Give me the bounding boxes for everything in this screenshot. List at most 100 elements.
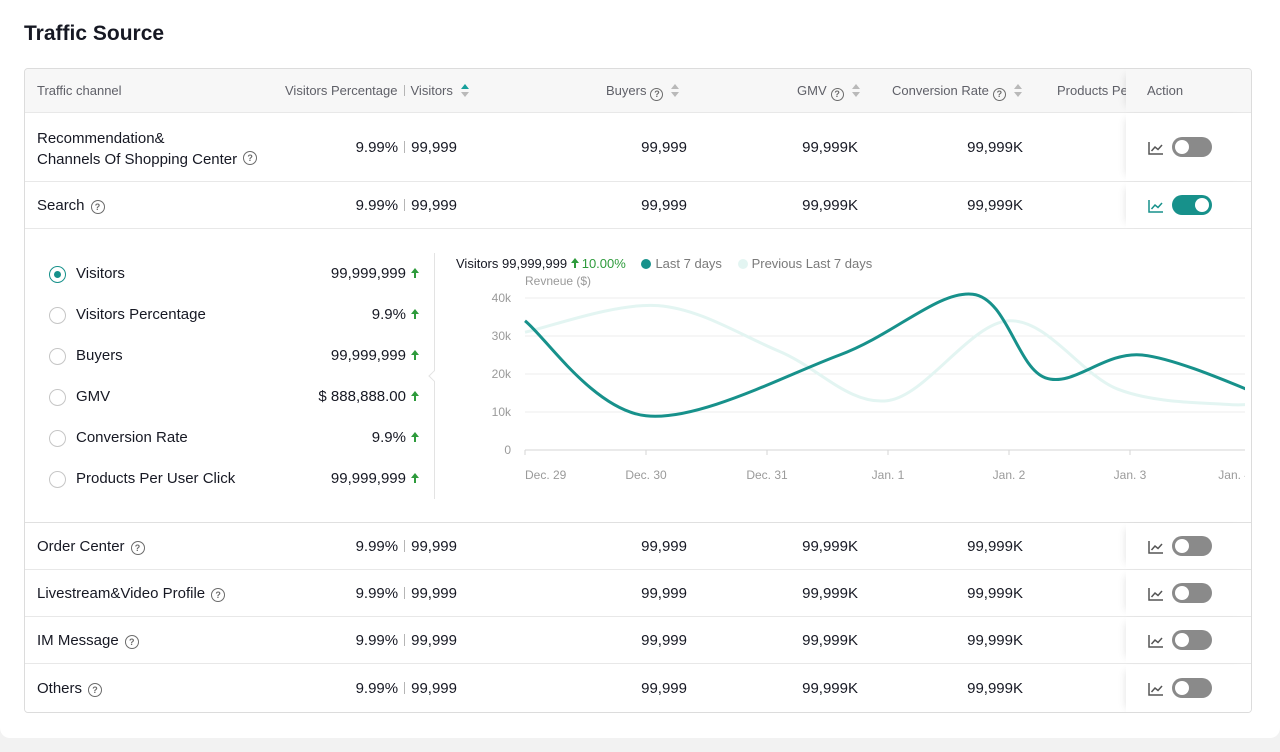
metric-radio[interactable] — [49, 307, 66, 324]
legend-metric-name: Visitors — [456, 256, 499, 271]
help-icon[interactable]: ? — [650, 88, 664, 101]
gmv-value: 99,999K — [802, 197, 858, 214]
legend-metric-value: 99,999,999 — [502, 256, 568, 271]
metric-value-text: $ 888,888.00 — [318, 388, 406, 405]
sort-icon[interactable] — [460, 84, 469, 98]
col-products-per[interactable]: Products Pe — [1057, 83, 1128, 98]
help-icon[interactable]: ? — [211, 588, 226, 602]
traffic-table: Traffic channel Visitors Percentage Visit… — [24, 68, 1252, 713]
channel-name: Order Center? — [37, 538, 145, 555]
line-chart-icon[interactable] — [1148, 199, 1164, 213]
x-tick-label: Jan. 4 — [1218, 468, 1245, 482]
conversion-rate-value: 99,999K — [967, 538, 1023, 555]
help-icon[interactable]: ? — [88, 683, 103, 697]
channel-name: Search? — [37, 197, 105, 214]
metric-option[interactable]: Visitors 99,999,999 — [49, 262, 419, 286]
x-tick-label: Jan. 2 — [993, 468, 1026, 482]
channel-name: Recommendation& Channels Of Shopping Cen… — [37, 128, 258, 170]
visitors-value: 99,999 — [411, 538, 457, 555]
line-chart-icon[interactable] — [1148, 682, 1164, 696]
visitors-cell: 9.99% 99,999 — [325, 632, 457, 649]
visitors-percentage-value: 9.99% — [355, 538, 399, 555]
chart-toggle[interactable] — [1172, 137, 1212, 157]
sort-icon[interactable] — [1013, 84, 1022, 98]
arrow-up-icon — [411, 473, 419, 483]
line-chart-icon[interactable] — [1148, 587, 1164, 601]
metric-option[interactable]: Conversion Rate 9.9% — [49, 426, 419, 450]
col-traffic-channel: Traffic channel — [37, 83, 122, 98]
table-row[interactable]: Order Center? 9.99% 99,999 99,999 99,999K 99,… — [25, 523, 1251, 570]
arrow-up-icon — [411, 309, 419, 319]
line-chart-icon[interactable] — [1148, 141, 1164, 155]
metric-option[interactable]: Visitors Percentage 9.9% — [49, 303, 419, 327]
toggle-knob — [1175, 633, 1189, 647]
visitors-cell: 9.99% 99,999 — [325, 680, 457, 697]
help-icon[interactable]: ? — [992, 88, 1006, 101]
legend-change-value: 10.00% — [581, 256, 626, 271]
chart-toggle[interactable] — [1172, 536, 1212, 556]
arrow-up-icon — [411, 391, 419, 401]
toggle-knob — [1175, 681, 1189, 695]
metric-label: Products Per User Click — [76, 470, 236, 487]
col-buyers[interactable]: Buyers? — [606, 69, 680, 113]
table-row[interactable]: Others? 9.99% 99,999 99,999 99,999K 99,999K — [25, 665, 1251, 712]
legend-series-previous[interactable]: Previous Last 7 days — [751, 256, 873, 271]
metric-option[interactable]: Products Per User Click 99,999,999 — [49, 467, 419, 491]
col-visitors-label: Visitors — [410, 83, 453, 98]
chart-toggle[interactable] — [1172, 630, 1212, 650]
metric-value: 99,999,999 — [331, 265, 419, 282]
metric-label: Visitors Percentage — [76, 306, 206, 323]
help-icon[interactable]: ? — [90, 200, 105, 214]
legend-series-current[interactable]: Last 7 days — [655, 256, 722, 271]
conversion-rate-value: 99,999K — [967, 139, 1023, 156]
sort-icon[interactable] — [851, 84, 860, 98]
metric-radio[interactable] — [49, 389, 66, 406]
table-row[interactable]: Search? 9.99% 99,999 99,999 99,999K 99,99… — [25, 182, 1251, 229]
y-tick-label: 30k — [492, 329, 512, 343]
line-chart-icon[interactable] — [1148, 540, 1164, 554]
visitors-percentage-value: 9.99% — [355, 139, 399, 156]
metric-radio[interactable] — [49, 266, 66, 283]
page-title: Traffic Source — [24, 22, 165, 45]
metric-value-text: 9.9% — [371, 306, 406, 323]
chart-toggle[interactable] — [1172, 195, 1212, 215]
chart-legend: Visitors 99,999,999 10.00% Last 7 days P… — [456, 256, 872, 271]
toggle-knob — [1175, 539, 1189, 553]
visitors-cell: 9.99% 99,999 — [325, 139, 457, 156]
metric-value-text: 99,999,999 — [330, 470, 406, 487]
metric-radio[interactable] — [49, 348, 66, 365]
col-gmv[interactable]: GMV? — [797, 69, 860, 113]
metric-value-text: 99,999,999 — [330, 347, 406, 364]
col-conversion-rate[interactable]: Conversion Rate? — [892, 69, 1022, 113]
help-icon[interactable]: ? — [130, 541, 145, 555]
metric-option[interactable]: GMV $ 888,888.00 — [49, 385, 419, 409]
sort-icon[interactable] — [671, 84, 680, 98]
channel-name-label: Others — [37, 680, 83, 697]
legend-dot-current — [641, 259, 652, 269]
y-tick-label: 40k — [492, 291, 512, 305]
row-actions — [1126, 113, 1251, 181]
cell-divider — [404, 141, 406, 153]
metric-label: Buyers — [76, 347, 123, 364]
help-icon[interactable]: ? — [124, 635, 139, 649]
line-chart-icon[interactable] — [1148, 634, 1164, 648]
cell-divider — [404, 199, 406, 211]
col-visitors-percentage[interactable]: Visitors Percentage Visitors — [285, 69, 469, 113]
help-icon[interactable]: ? — [830, 88, 844, 101]
help-icon[interactable]: ? — [243, 151, 258, 165]
chart-toggle[interactable] — [1172, 583, 1212, 603]
channel-name: Others? — [37, 680, 103, 697]
channel-name-line2: Channels Of Shopping Center — [37, 151, 238, 168]
table-row[interactable]: Recommendation& Channels Of Shopping Cen… — [25, 113, 1251, 182]
metric-label: Visitors — [76, 265, 125, 282]
row-actions — [1126, 570, 1251, 616]
table-row[interactable]: Livestream&Video Profile? 9.99% 99,999 99,9… — [25, 570, 1251, 617]
chart-toggle[interactable] — [1172, 678, 1212, 698]
metric-option[interactable]: Buyers 99,999,999 — [49, 344, 419, 368]
col-visitors-percentage-label: Visitors Percentage — [285, 83, 398, 98]
metric-radio[interactable] — [49, 430, 66, 447]
table-row[interactable]: IM Message? 9.99% 99,999 99,999 99,999K 99,99… — [25, 617, 1251, 664]
metric-radio[interactable] — [49, 471, 66, 488]
x-tick-label: Dec. 31 — [746, 468, 788, 482]
